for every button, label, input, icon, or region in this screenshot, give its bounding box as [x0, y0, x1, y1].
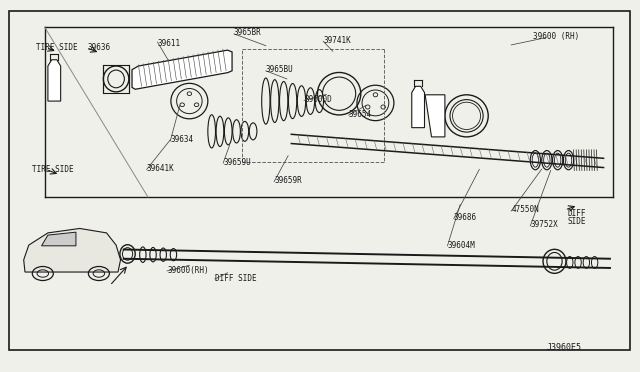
Text: 39611: 39611 [157, 39, 180, 48]
Text: TIRE SIDE: TIRE SIDE [36, 43, 78, 52]
Text: 3965BR: 3965BR [234, 28, 262, 37]
Text: 3965BU: 3965BU [266, 65, 294, 74]
Text: 39600(RH): 39600(RH) [167, 266, 209, 275]
Polygon shape [48, 60, 61, 101]
Text: TIRE SIDE: TIRE SIDE [32, 165, 74, 174]
Text: 39654: 39654 [349, 109, 372, 119]
Text: SIDE: SIDE [567, 217, 586, 225]
Text: 39752X: 39752X [531, 220, 558, 229]
Polygon shape [412, 86, 424, 128]
Text: 39659U: 39659U [223, 157, 251, 167]
Text: 47550N: 47550N [511, 205, 539, 215]
Polygon shape [132, 50, 232, 89]
Text: 39604M: 39604M [447, 241, 475, 250]
Text: 39636: 39636 [88, 43, 111, 52]
Text: DIFF: DIFF [567, 209, 586, 218]
Polygon shape [24, 228, 120, 272]
Text: DIFF SIDE: DIFF SIDE [215, 274, 257, 283]
Text: 39634: 39634 [170, 135, 193, 144]
Polygon shape [42, 232, 76, 246]
Text: 39686: 39686 [454, 213, 477, 222]
Polygon shape [425, 95, 445, 137]
Text: 39659R: 39659R [274, 176, 302, 185]
Text: 39641K: 39641K [147, 164, 175, 173]
Text: 39600D: 39600D [304, 95, 332, 104]
Bar [103, 65, 129, 93]
Text: J3960E5: J3960E5 [546, 343, 581, 352]
Text: 39741K: 39741K [323, 36, 351, 45]
Text: 39600 (RH): 39600 (RH) [534, 32, 580, 41]
